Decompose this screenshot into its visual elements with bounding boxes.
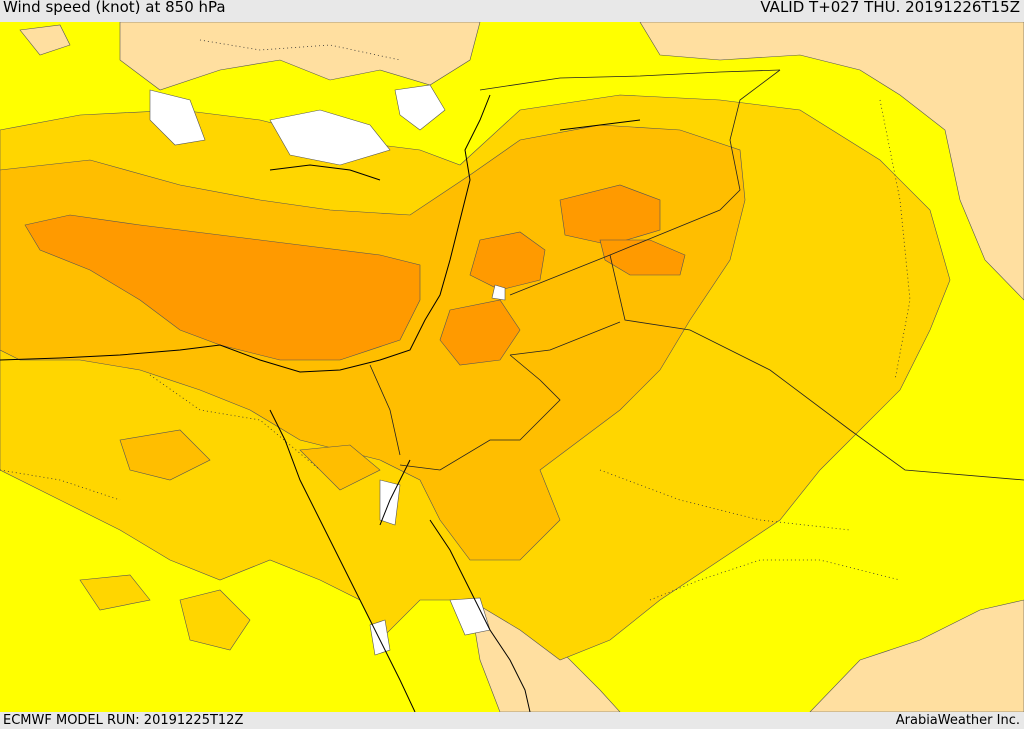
map-title: Wind speed (knot) at 850 hPa — [3, 0, 226, 16]
very-strong-wind-areas — [24, 184, 686, 366]
valid-time: VALID T+027 THU. 20191226T15Z — [760, 0, 1020, 16]
header-bar: Wind speed (knot) at 850 hPa VALID T+027… — [0, 0, 1024, 22]
region-boundaries — [0, 39, 911, 601]
map-canvas — [0, 22, 1024, 712]
country-borders — [369, 69, 1024, 481]
credit-label: ArabiaWeather Inc. — [895, 713, 1020, 728]
coastlines — [0, 94, 641, 712]
calm-areas — [149, 84, 506, 656]
wind-speed-map — [0, 22, 1024, 712]
footer-bar: ECMWF MODEL RUN: 20191225T12Z ArabiaWeat… — [0, 712, 1024, 729]
model-run: ECMWF MODEL RUN: 20191225T12Z — [3, 713, 244, 728]
